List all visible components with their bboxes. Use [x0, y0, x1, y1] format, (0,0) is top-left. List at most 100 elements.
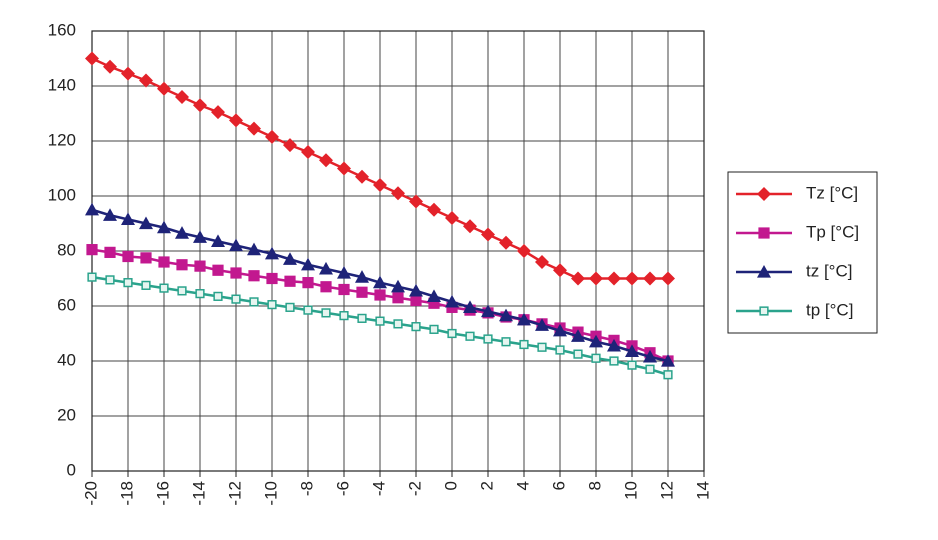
marker: [517, 244, 531, 258]
marker: [265, 129, 279, 144]
marker: [499, 308, 513, 322]
marker: [355, 270, 369, 283]
marker: [759, 306, 769, 316]
x-tick-label: 2: [477, 481, 496, 490]
marker: [303, 305, 313, 315]
marker: [355, 169, 369, 184]
x-tick-label: -4: [369, 481, 388, 496]
marker: [231, 294, 241, 304]
x-tick-label: 10: [621, 481, 640, 500]
marker: [177, 286, 187, 296]
marker: [481, 227, 495, 242]
marker: [535, 255, 549, 269]
marker: [445, 294, 459, 308]
marker: [337, 161, 351, 176]
y-tick-label: 40: [57, 350, 76, 369]
x-tick-label: 14: [693, 481, 712, 500]
marker: [157, 220, 171, 234]
y-tick-label: 140: [48, 75, 76, 94]
x-tick-label: -10: [261, 481, 280, 506]
y-tick-label: 20: [57, 405, 76, 424]
marker: [320, 281, 332, 293]
marker: [643, 349, 657, 363]
x-tick-label: -20: [81, 481, 100, 506]
marker: [553, 323, 567, 337]
marker: [193, 230, 207, 243]
legend-label: Tp [°C]: [806, 222, 859, 241]
marker: [175, 226, 189, 239]
marker: [319, 261, 333, 275]
y-tick-label: 0: [67, 460, 76, 479]
marker: [121, 212, 135, 225]
marker: [357, 313, 367, 323]
y-tick-label: 120: [48, 130, 76, 149]
marker: [85, 202, 99, 216]
marker: [374, 289, 386, 301]
marker: [104, 246, 116, 258]
marker: [103, 59, 117, 74]
marker: [392, 292, 404, 304]
marker: [535, 318, 549, 331]
marker: [211, 234, 225, 247]
marker: [607, 338, 621, 352]
legend-label: tp [°C]: [806, 300, 853, 319]
y-tick-label: 60: [57, 295, 76, 314]
marker: [337, 266, 351, 279]
y-tick-label: 100: [48, 185, 76, 204]
marker: [283, 252, 297, 265]
marker: [410, 294, 422, 307]
marker: [645, 364, 655, 374]
marker: [247, 242, 261, 256]
x-tick-label: -16: [153, 481, 172, 506]
marker: [193, 98, 207, 113]
legend-label: Tz [°C]: [806, 183, 858, 202]
marker: [555, 345, 565, 355]
marker: [283, 138, 297, 153]
marker: [87, 272, 97, 282]
marker: [375, 316, 385, 326]
marker: [663, 370, 673, 380]
x-tick-label: 8: [585, 481, 604, 490]
x-tick-label: -6: [333, 481, 352, 496]
marker: [758, 227, 770, 239]
marker: [229, 238, 243, 252]
marker: [463, 300, 477, 313]
marker: [194, 260, 206, 272]
marker: [409, 283, 423, 297]
marker: [176, 259, 188, 271]
marker: [301, 145, 315, 159]
marker: [463, 219, 477, 234]
marker: [86, 244, 98, 256]
x-tick-label: -8: [297, 481, 316, 496]
x-tick-label: -2: [405, 481, 424, 496]
marker: [373, 275, 387, 289]
marker: [661, 354, 675, 367]
x-tick-label: -12: [225, 481, 244, 506]
x-tick-label: -14: [189, 481, 208, 506]
marker: [141, 280, 151, 290]
marker: [411, 322, 421, 332]
x-tick-label: 0: [441, 481, 460, 490]
marker: [409, 194, 423, 209]
x-tick-label: 6: [549, 481, 568, 490]
marker: [85, 51, 99, 66]
marker: [445, 211, 459, 225]
marker: [301, 257, 315, 271]
marker: [427, 289, 441, 302]
marker: [212, 264, 224, 276]
marker: [339, 311, 349, 321]
y-tick-label: 80: [57, 240, 76, 259]
marker: [643, 271, 657, 286]
marker: [625, 344, 639, 357]
marker: [447, 328, 457, 339]
marker: [158, 256, 170, 268]
marker: [247, 121, 261, 136]
marker: [230, 267, 242, 279]
marker: [607, 271, 621, 286]
x-tick-label: 4: [513, 481, 532, 490]
marker: [159, 283, 169, 293]
marker: [338, 283, 350, 296]
marker: [501, 337, 511, 347]
marker: [373, 178, 387, 192]
marker: [284, 275, 296, 287]
